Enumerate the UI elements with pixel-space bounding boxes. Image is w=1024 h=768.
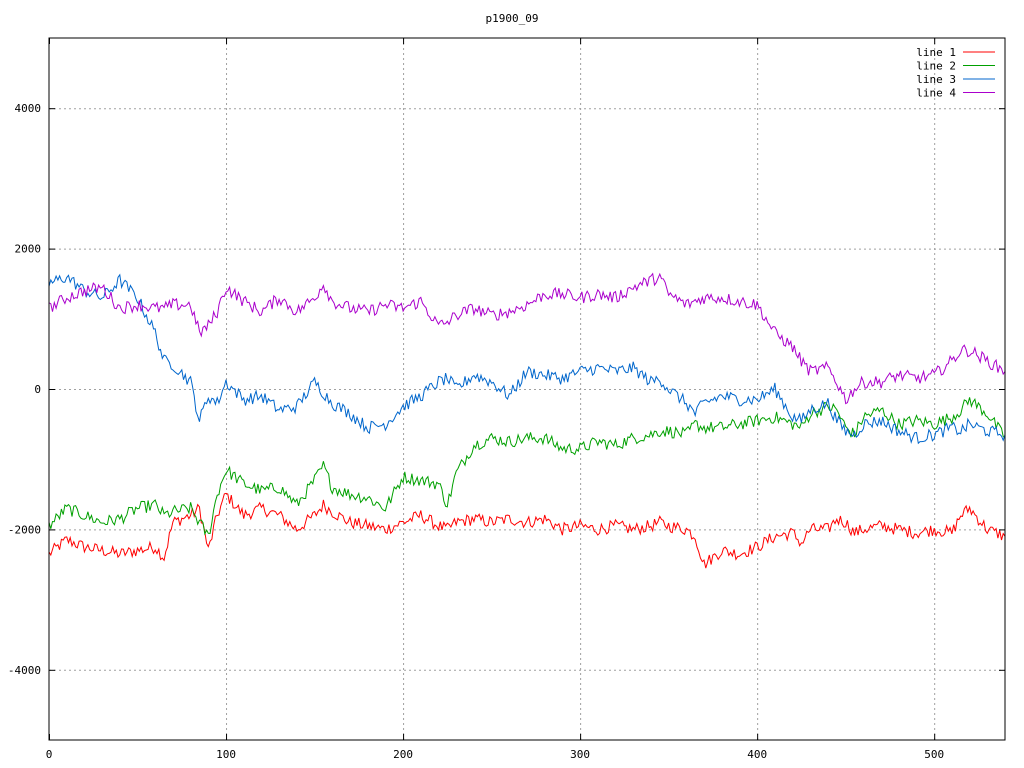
series-line-4 xyxy=(48,272,1006,405)
legend-label-4: line 4 xyxy=(916,87,956,100)
series-line-2 xyxy=(48,397,1006,536)
x-tick-label: 0 xyxy=(46,748,53,761)
x-tick-label: 500 xyxy=(924,748,944,761)
series-line-3 xyxy=(48,273,1006,445)
chart-title: p1900_09 xyxy=(486,12,539,25)
grid-lines xyxy=(49,38,1005,740)
y-tick-label: 2000 xyxy=(15,243,42,256)
series-line-1 xyxy=(48,492,1006,569)
legend-label-2: line 2 xyxy=(916,60,956,73)
y-tick-label: 0 xyxy=(34,383,41,396)
x-tick-label: 200 xyxy=(393,748,413,761)
y-tick-label: 4000 xyxy=(15,102,42,115)
y-tick-label: -4000 xyxy=(8,664,41,677)
series-lines xyxy=(48,272,1006,569)
y-tick-label: -2000 xyxy=(8,523,41,536)
x-tick-label: 100 xyxy=(216,748,236,761)
x-tick-label: 400 xyxy=(747,748,767,761)
legend-label-3: line 3 xyxy=(916,73,956,86)
x-tick-label: 300 xyxy=(570,748,590,761)
axis-ticks: 0 100 200 300 400 500 -4000 -2000 0 2000 4000 xyxy=(8,38,1005,761)
legend-label-1: line 1 xyxy=(916,46,956,59)
